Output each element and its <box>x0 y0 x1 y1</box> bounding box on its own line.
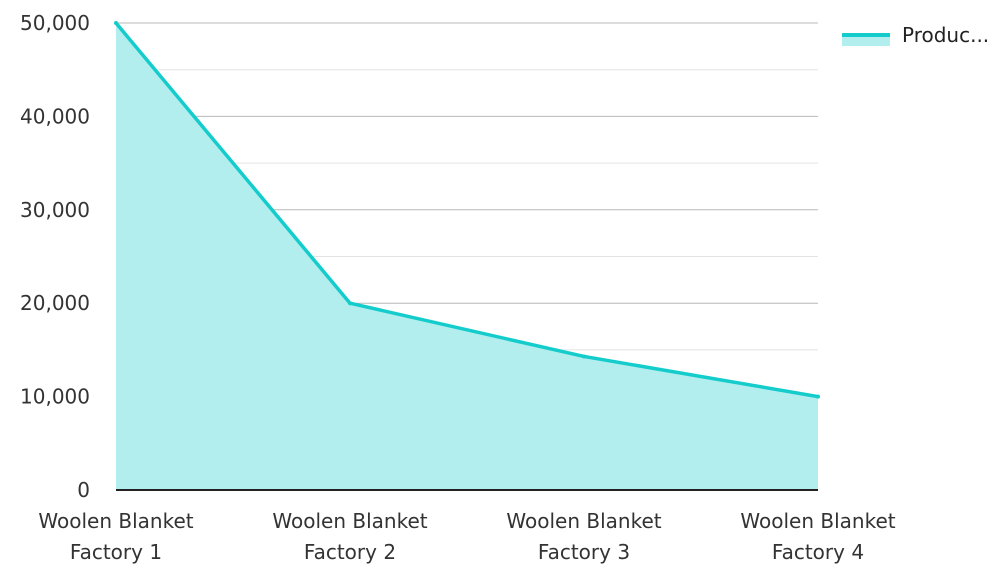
y-tick-label: 40,000 <box>20 104 90 128</box>
data-point[interactable] <box>114 21 118 25</box>
data-point[interactable] <box>582 354 586 359</box>
x-tick-label: Woolen Blanket Factory 3 <box>506 509 661 564</box>
series-line-layer <box>114 21 820 399</box>
series-line[interactable] <box>114 21 819 399</box>
legend-swatch <box>842 35 890 46</box>
x-tick-label: Woolen Blanket Factory 2 <box>272 509 427 564</box>
x-tick-label: Woolen Blanket Factory 1 <box>38 509 193 564</box>
y-tick-label: 20,000 <box>20 291 90 315</box>
y-tick-label: 0 <box>77 478 90 502</box>
y-tick-label: 50,000 <box>20 11 90 35</box>
data-point[interactable] <box>816 394 820 399</box>
legend-label: Produc... <box>902 23 989 47</box>
data-point[interactable] <box>348 301 352 306</box>
series-area <box>116 23 818 490</box>
x-tick-label: Woolen Blanket Factory 4 <box>740 509 895 564</box>
series-area-layer <box>116 23 818 490</box>
y-axis: 0 10,000 20,000 30,000 40,000 50,000 <box>20 11 90 502</box>
y-tick-label: 30,000 <box>20 198 90 222</box>
x-axis: Woolen Blanket Factory 1 Woolen Blanket Fac… <box>38 489 896 564</box>
legend[interactable]: Produc... <box>842 23 989 47</box>
y-tick-label: 10,000 <box>20 385 90 409</box>
